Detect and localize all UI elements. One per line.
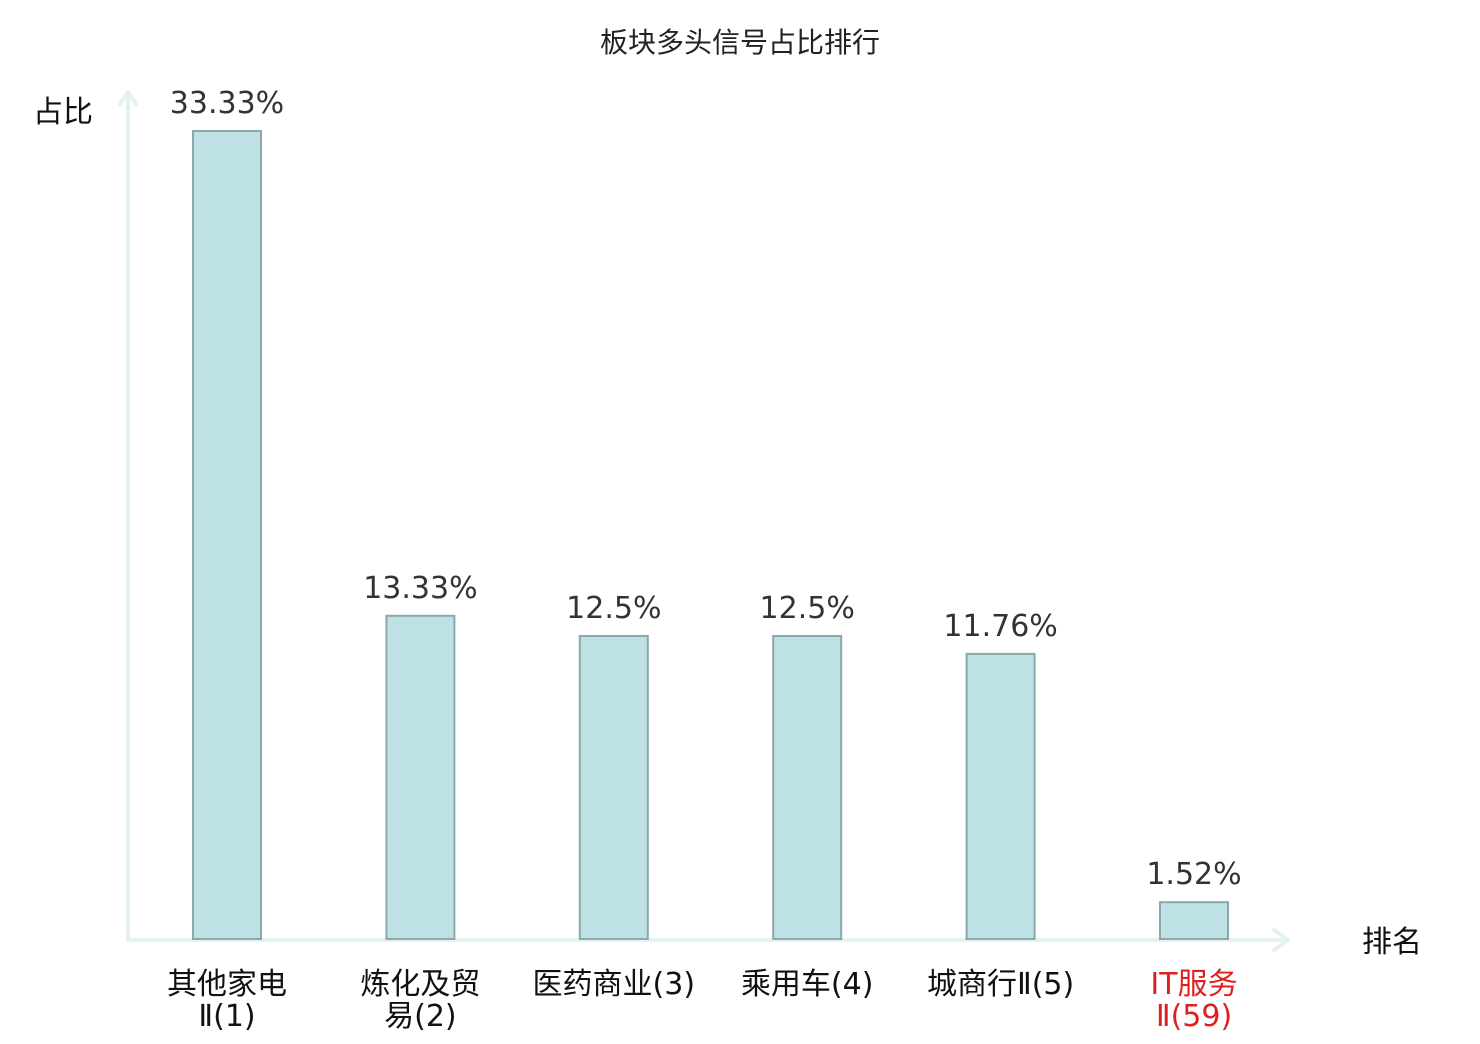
value-label-5: 11.76% [943,609,1057,644]
category-label-6-line-2: Ⅱ(59) [1156,999,1232,1034]
x-axis-label: 排名 [1362,925,1422,960]
x-axis-arrow [1272,928,1290,952]
value-label-1: 33.33% [170,86,284,121]
category-label-1-line-1: 其他家电 [167,967,287,1002]
bar-5 [965,652,1036,941]
bar-1 [192,130,262,940]
bar-2 [385,614,456,940]
value-label-2: 13.33% [363,571,477,606]
category-label-2-line-1: 炼化及贸 [360,967,480,1002]
category-label-5-line-1: 城商行Ⅱ(5) [927,967,1074,1002]
value-label-6: 1.52% [1146,857,1241,892]
category-label-1-line-2: Ⅱ(1) [198,999,255,1034]
y-axis-label: 占比 [33,95,93,130]
category-label-6-line-1: IT服务 [1150,967,1237,1002]
value-label-3: 12.5% [566,591,661,626]
bar-6 [1159,901,1229,941]
value-label-4: 12.5% [760,591,855,626]
value-label-group: 33.33% 13.33% 12.5% 12.5% 11.76% 1.52% [170,86,1242,892]
bar-3 [578,635,649,940]
bar-group [192,130,1229,941]
category-label-2-line-2: 易(2) [384,999,457,1034]
category-label-4-line-1: 乘用车(4) [741,967,874,1002]
chart-title: 板块多头信号占比排行 [600,26,880,59]
bar-4 [772,635,843,940]
category-label-3-line-1: 医药商业(3) [533,967,696,1002]
